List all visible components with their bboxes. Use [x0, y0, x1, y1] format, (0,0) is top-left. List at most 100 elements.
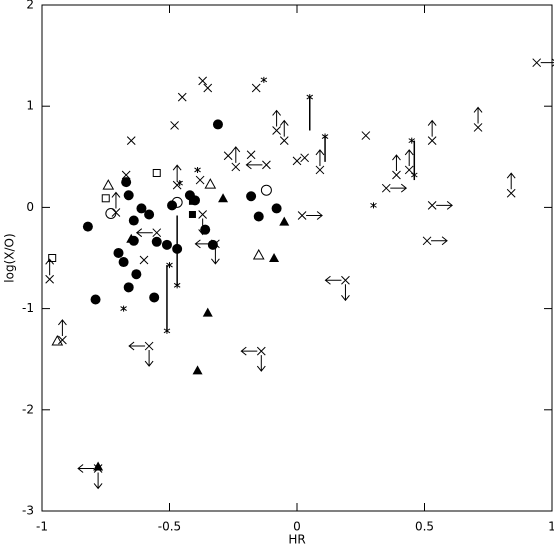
point	[58, 335, 67, 345]
point	[202, 307, 213, 317]
point	[126, 233, 137, 243]
point	[341, 275, 350, 285]
limit-arrow	[144, 350, 154, 367]
limit-arrow	[135, 228, 153, 238]
limit-arrow	[198, 218, 208, 236]
y-tick-label: -3	[22, 504, 34, 518]
limit-arrow	[256, 355, 266, 372]
point	[211, 239, 220, 249]
point	[105, 207, 117, 219]
point	[90, 294, 101, 305]
point	[315, 165, 325, 175]
point	[252, 248, 265, 260]
limit-arrow	[128, 341, 146, 351]
limit-arrow	[172, 164, 182, 182]
point	[279, 136, 289, 145]
point	[246, 191, 257, 202]
point	[149, 292, 160, 303]
point	[48, 254, 57, 262]
point	[126, 136, 136, 145]
point	[188, 197, 196, 205]
point	[256, 346, 266, 356]
point	[128, 215, 139, 226]
limit-arrow	[306, 211, 323, 220]
y-tick-label: 2	[26, 0, 34, 12]
point	[131, 269, 142, 280]
point	[271, 203, 282, 214]
y-tick-label: -1	[22, 301, 34, 315]
limit-arrow	[45, 258, 55, 276]
point	[93, 464, 103, 473]
limit-arrow	[431, 236, 448, 246]
limit-arrow	[392, 154, 401, 172]
y-tick-label: 0	[26, 200, 34, 214]
point	[260, 76, 268, 83]
point	[532, 58, 542, 68]
x-tick-label: 0.5	[415, 520, 434, 534]
point	[144, 209, 155, 220]
point	[118, 257, 129, 268]
point	[292, 156, 302, 166]
point	[297, 211, 307, 220]
point	[82, 221, 93, 232]
limit-arrow	[58, 319, 67, 336]
point	[198, 210, 208, 219]
point	[392, 170, 401, 180]
point	[204, 178, 217, 189]
limit-arrow	[240, 346, 258, 356]
point	[223, 151, 233, 161]
point	[473, 123, 483, 132]
limit-arrow	[473, 106, 483, 124]
limit-arrow	[506, 172, 516, 190]
point	[111, 208, 121, 217]
point	[93, 461, 104, 471]
limit-arrow	[111, 191, 121, 209]
point	[194, 166, 201, 173]
limit-arrow	[324, 275, 342, 285]
point	[121, 170, 131, 180]
point	[161, 239, 172, 250]
limit-arrow	[77, 464, 95, 473]
limit-arrow	[211, 247, 220, 265]
point	[198, 76, 208, 86]
point	[231, 162, 241, 172]
point	[152, 228, 162, 238]
limit-arrow	[540, 58, 554, 68]
point	[167, 200, 178, 211]
limit-arrow	[272, 109, 281, 127]
point	[203, 83, 213, 93]
limit-arrow	[245, 160, 263, 170]
point	[422, 236, 432, 246]
limit-arrow	[390, 183, 408, 193]
limit-arrow	[427, 119, 437, 137]
point	[506, 188, 516, 198]
x-tick-label: 1	[548, 520, 554, 534]
x-tick-label: -0.5	[158, 520, 181, 534]
x-tick-label: 0	[293, 520, 301, 534]
plot-frame	[41, 4, 553, 512]
point	[113, 247, 124, 258]
point	[45, 274, 55, 284]
point	[136, 203, 147, 214]
point	[188, 210, 196, 218]
point	[381, 183, 391, 193]
point	[279, 216, 290, 226]
point	[51, 334, 64, 346]
point	[361, 131, 371, 140]
point	[123, 282, 134, 293]
point	[272, 126, 281, 135]
point	[139, 255, 149, 265]
point	[269, 253, 280, 262]
limit-arrow	[315, 149, 325, 166]
point	[404, 165, 414, 175]
point	[251, 83, 261, 93]
point	[101, 194, 110, 203]
point	[171, 196, 183, 208]
limit-arrow	[231, 146, 241, 163]
point	[370, 202, 377, 209]
limit-arrow	[341, 284, 350, 302]
point	[177, 92, 187, 102]
x-tick-label: -1	[36, 520, 48, 534]
point	[300, 153, 310, 163]
